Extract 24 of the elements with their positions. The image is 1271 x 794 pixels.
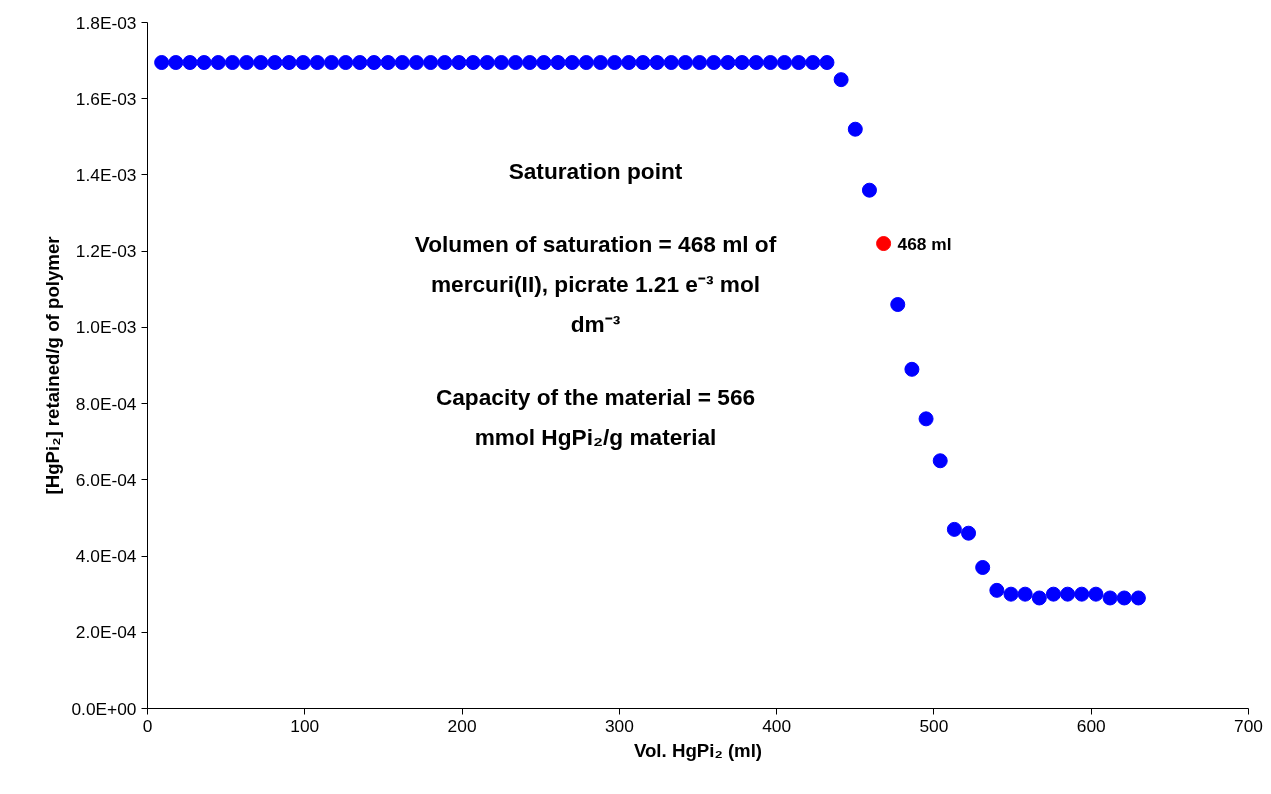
y-tick-label: 6.0E-04	[75, 469, 137, 490]
annotation: 468 ml	[897, 233, 952, 254]
y-tick-label: 2.0E-04	[75, 622, 137, 643]
y-tick-label: 1.4E-03	[75, 164, 137, 185]
x-tick-label: 0	[142, 715, 153, 736]
y-tick-label: 1.6E-03	[75, 88, 137, 109]
x-tick-label: 700	[1234, 715, 1263, 736]
x-tick-label: 400	[762, 715, 792, 736]
y-tick-label: 1.0E-03	[75, 317, 137, 338]
y-tick-label: 1.2E-03	[75, 241, 137, 262]
y-tick-label: 1.8E-03	[75, 12, 137, 33]
x-tick-label: 300	[604, 715, 634, 736]
annotation: Volumen of saturation = 468 ml of mercuri(II), picrate 1.21 e⁻³ mol dm⁻³	[414, 230, 777, 337]
x-tick-label: 100	[290, 715, 320, 736]
y-tick-label: 8.0E-04	[75, 393, 137, 414]
x-axis-title: Vol. HgPi₂ (ml)	[633, 739, 763, 761]
x-tick-label: 500	[919, 715, 949, 736]
x-tick-label: 600	[1076, 715, 1106, 736]
y-axis-title: [HgPi₂] retained/g of polymer	[42, 236, 64, 495]
x-tick-label: 200	[447, 715, 477, 736]
annotation: Saturation point	[508, 157, 683, 184]
y-tick-label: 4.0E-04	[75, 546, 137, 567]
annotation: Capacity of the material = 566 mmol HgPi₂/g material	[435, 383, 756, 450]
y-tick-label: 0.0E+00	[71, 698, 137, 719]
